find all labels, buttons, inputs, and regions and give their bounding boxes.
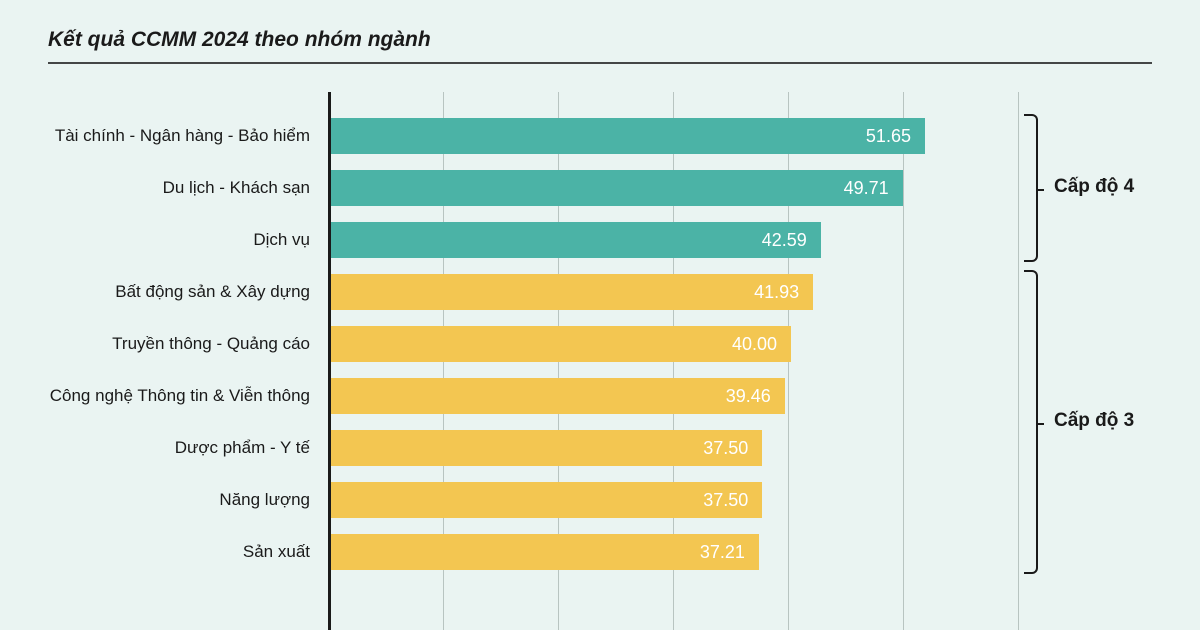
bar-value-label: 39.46 <box>726 386 771 407</box>
chart-title: Kết quả CCMM 2024 theo nhóm ngành <box>48 28 431 52</box>
bar: 37.21 <box>331 534 759 570</box>
category-label: Sản xuất <box>243 542 328 562</box>
bracket-tip <box>1036 189 1044 191</box>
bar-value-label: 37.21 <box>700 542 745 563</box>
category-label: Tài chính - Ngân hàng - Bảo hiểm <box>55 126 328 146</box>
group-bracket <box>1024 114 1038 262</box>
bar-value-label: 49.71 <box>844 178 889 199</box>
chart-plot: Tài chính - Ngân hàng - Bảo hiểm51.65 Du … <box>328 92 1018 630</box>
title-underline <box>48 62 1152 64</box>
bar-row: Dược phẩm - Y tế37.50 <box>328 430 1018 466</box>
category-label: Truyền thông - Quảng cáo <box>112 334 328 354</box>
category-label: Năng lượng <box>219 490 328 510</box>
bar: 40.00 <box>331 326 791 362</box>
bar-row: Sản xuất37.21 <box>328 534 1018 570</box>
group-bracket <box>1024 270 1038 574</box>
bar-row: Năng lượng37.50 <box>328 482 1018 518</box>
group-label: Cấp độ 4 <box>1054 176 1134 198</box>
bar-value-label: 37.50 <box>703 490 748 511</box>
bar-row: Truyền thông - Quảng cáo40.00 <box>328 326 1018 362</box>
bar-value-label: 51.65 <box>866 126 911 147</box>
chart-area: Tài chính - Ngân hàng - Bảo hiểm51.65Du … <box>48 92 1152 630</box>
bar-row: Du lịch - Khách sạn49.71 <box>328 170 1018 206</box>
bar-value-label: 40.00 <box>732 334 777 355</box>
category-label: Công nghệ Thông tin & Viễn thông <box>50 386 328 406</box>
group-label: Cấp độ 3 <box>1054 410 1134 432</box>
bar-value-label: 41.93 <box>754 282 799 303</box>
bar: 42.59 <box>331 222 821 258</box>
category-label: Du lịch - Khách sạn <box>163 178 328 198</box>
bar-row: Tài chính - Ngân hàng - Bảo hiểm51.65 <box>328 118 1018 154</box>
bar-row: Dịch vụ42.59 <box>328 222 1018 258</box>
bar-row: Bất động sản & Xây dựng41.93 <box>328 274 1018 310</box>
bar: 37.50 <box>331 430 762 466</box>
bar: 39.46 <box>331 378 785 414</box>
category-label: Dịch vụ <box>253 230 328 250</box>
bar-value-label: 37.50 <box>703 438 748 459</box>
bar: 37.50 <box>331 482 762 518</box>
bar: 49.71 <box>331 170 903 206</box>
bar: 51.65 <box>331 118 925 154</box>
bracket-tip <box>1036 423 1044 425</box>
bar-row: Công nghệ Thông tin & Viễn thông39.46 <box>328 378 1018 414</box>
bar: 41.93 <box>331 274 813 310</box>
bar-value-label: 42.59 <box>762 230 807 251</box>
category-label: Dược phẩm - Y tế <box>175 438 328 458</box>
grid-line <box>1018 92 1019 630</box>
category-label: Bất động sản & Xây dựng <box>115 282 328 302</box>
